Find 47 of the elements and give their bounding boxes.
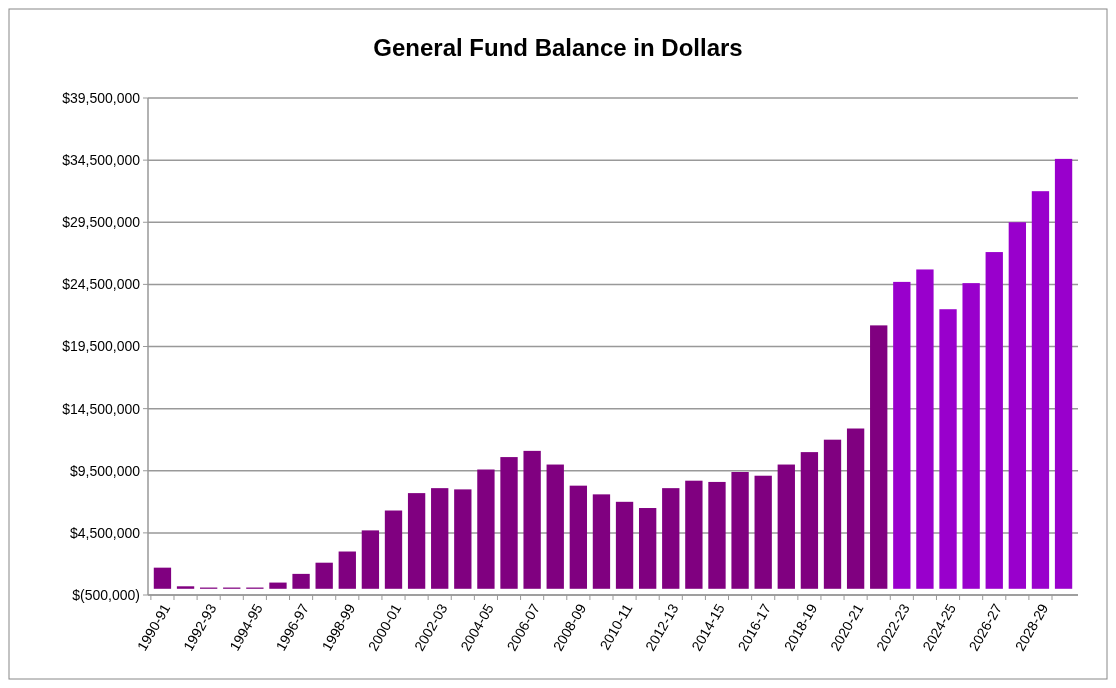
- bar: [985, 252, 1003, 589]
- y-tick-label: $24,500,000: [62, 276, 141, 293]
- chart-title: General Fund Balance in Dollars: [373, 34, 743, 61]
- bar: [870, 325, 888, 589]
- y-tick-label: $29,500,000: [62, 214, 141, 231]
- bar: [731, 471, 749, 589]
- bar: [477, 469, 495, 589]
- bar: [1054, 158, 1073, 589]
- y-tick-label: $4,500,000: [69, 524, 141, 541]
- bar: [384, 510, 403, 589]
- bar: [176, 586, 195, 589]
- bar: [685, 480, 703, 589]
- bar: [754, 475, 772, 589]
- y-tick-label: $14,500,000: [62, 400, 141, 417]
- bar: [638, 508, 657, 589]
- y-tick-label: $(500,000): [72, 586, 140, 603]
- bar: [431, 488, 449, 589]
- y-tick-label: $34,500,000: [62, 152, 141, 169]
- bar: [615, 501, 634, 589]
- bar: [592, 494, 611, 589]
- bar: [1031, 191, 1050, 589]
- bar: [500, 457, 518, 589]
- bar: [361, 530, 380, 589]
- bar: [407, 493, 426, 589]
- bar: [962, 283, 980, 589]
- y-tick-label: $39,500,000: [62, 89, 141, 106]
- y-tick-label: $9,500,000: [69, 462, 141, 479]
- bar: [893, 281, 911, 589]
- bar: [939, 309, 957, 589]
- bar: [777, 464, 795, 589]
- bar: [569, 485, 588, 589]
- bar: [454, 489, 472, 589]
- bar: [708, 481, 726, 589]
- bar: [315, 562, 333, 589]
- bar: [292, 573, 310, 589]
- bar: [153, 567, 172, 589]
- bar: [269, 582, 287, 589]
- bar: [916, 269, 934, 589]
- bar: [1008, 222, 1027, 589]
- bar: [823, 439, 842, 589]
- bar: [546, 464, 564, 589]
- y-tick-label: $19,500,000: [62, 338, 141, 355]
- bar: [846, 428, 865, 589]
- bar: [662, 488, 680, 589]
- bar: [800, 452, 819, 589]
- bar: [523, 450, 541, 589]
- bar: [338, 551, 356, 589]
